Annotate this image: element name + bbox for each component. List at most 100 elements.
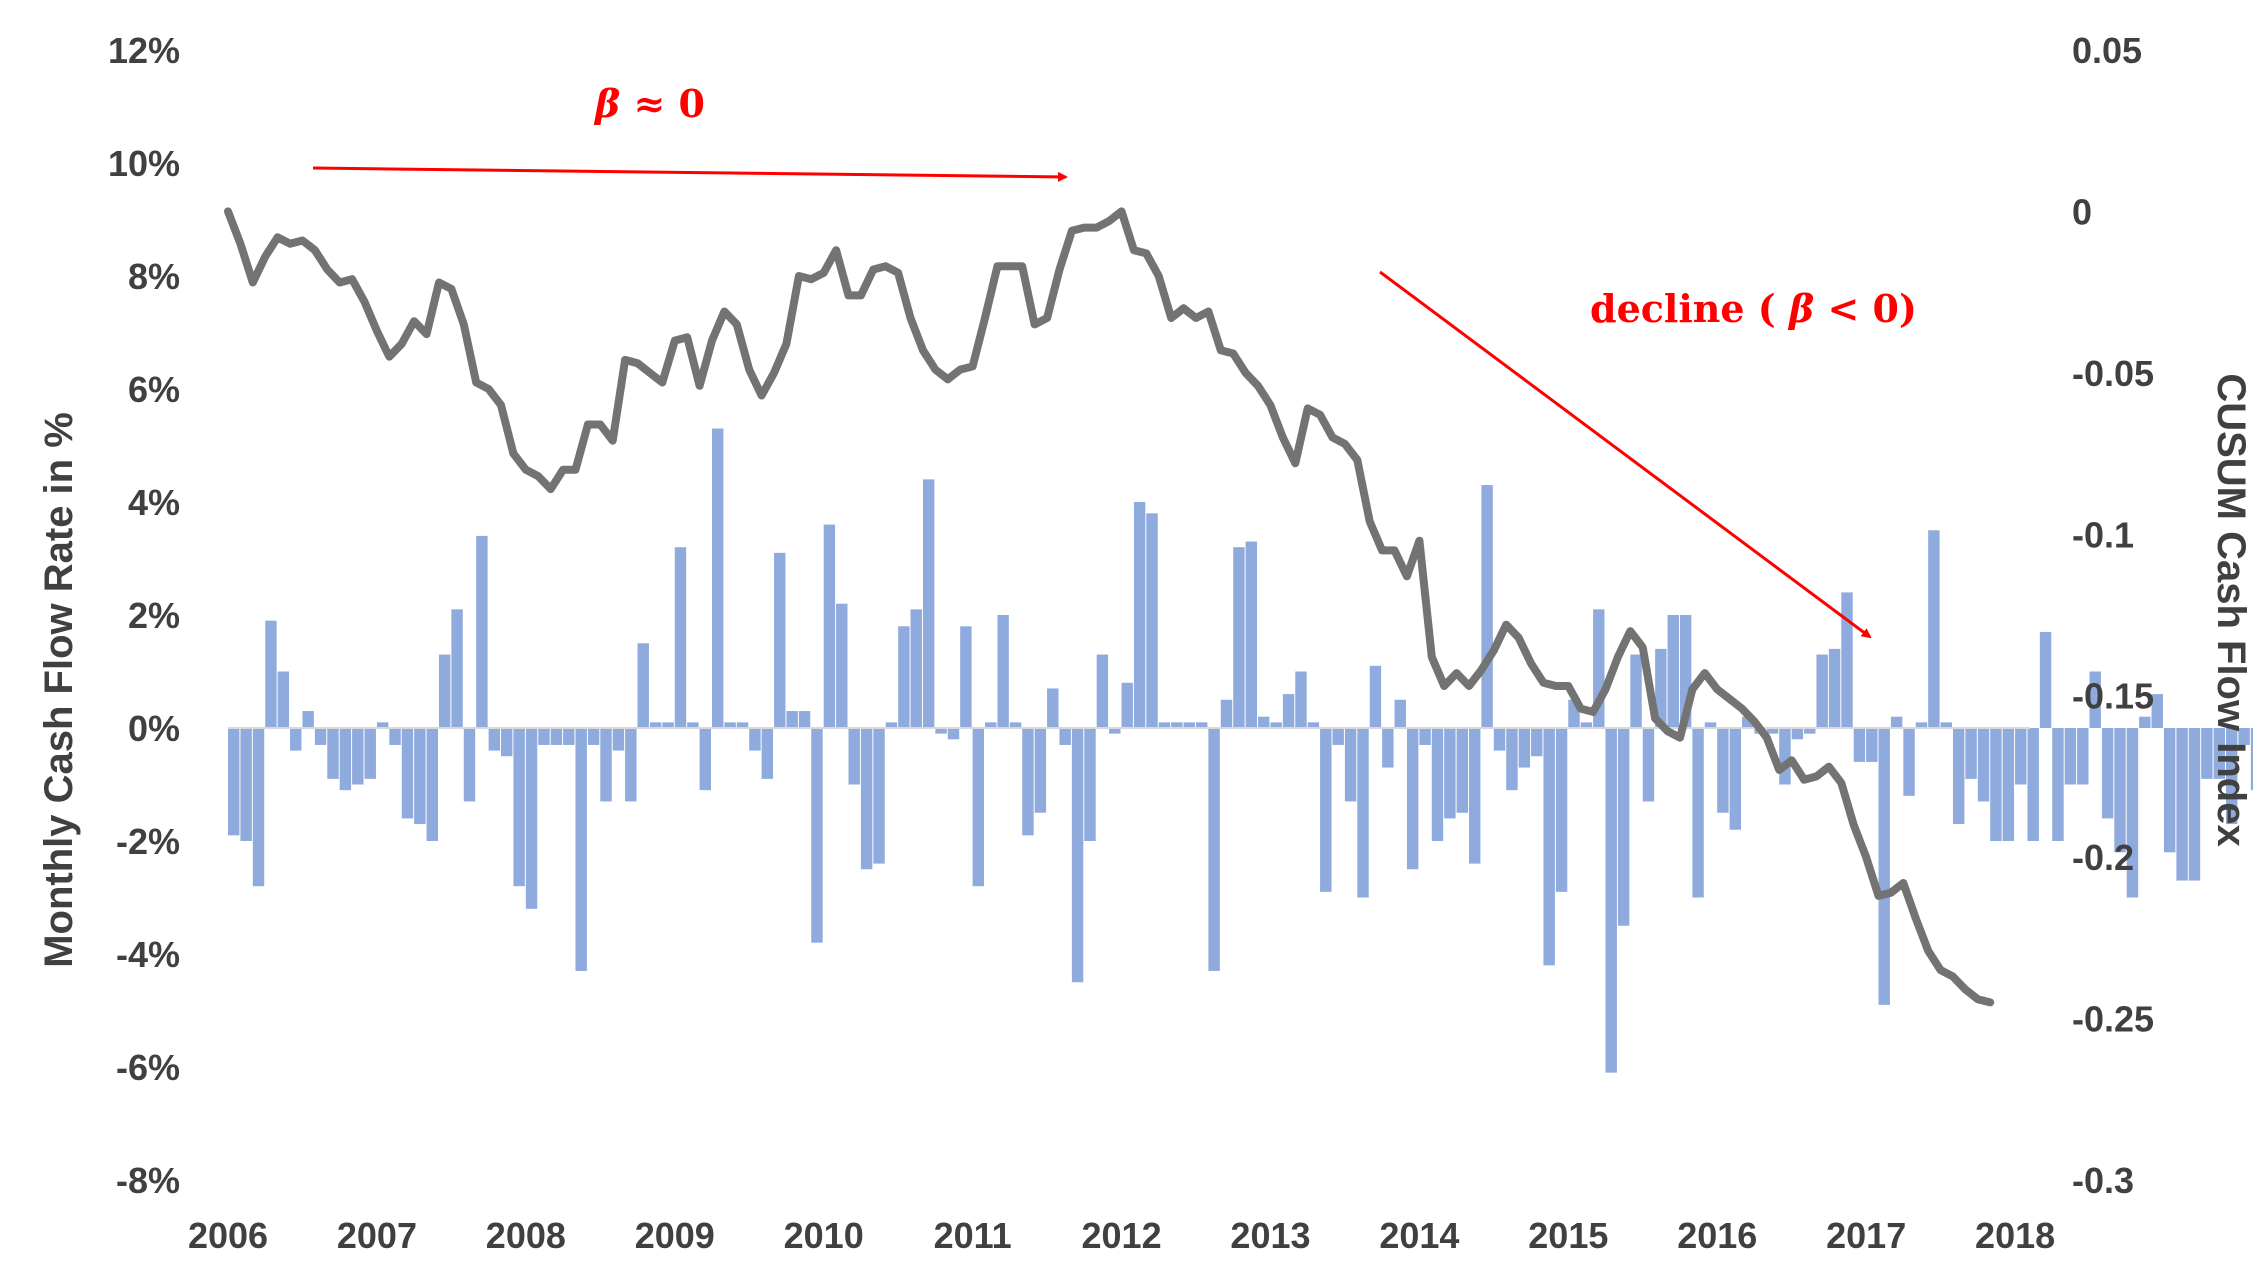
cash-flow-bar (2002, 728, 2015, 841)
right-tick-label: -0.15 (2072, 676, 2154, 717)
left-axis-title: Monthly Cash Flow Rate in % (37, 412, 81, 968)
cash-flow-bar (1270, 722, 1282, 728)
cash-flow-bar (848, 728, 860, 785)
cash-flow-bar (774, 552, 786, 728)
cash-flow-bar (252, 728, 265, 887)
cash-flow-bar (265, 620, 277, 728)
cash-flow-bar (2101, 728, 2114, 819)
cash-flow-bar (1853, 728, 1866, 762)
cash-flow-bar (736, 722, 749, 728)
right-tick-label: -0.2 (2072, 837, 2134, 878)
x-tick-label: 2013 (1230, 1215, 1310, 1256)
left-tick-label: 2% (128, 595, 180, 636)
left-tick-label: 12% (108, 30, 180, 71)
cash-flow-bar (1406, 728, 1419, 870)
left-tick-label: -6% (116, 1047, 180, 1088)
right-tick-label: -0.05 (2072, 353, 2154, 394)
cash-flow-bar (947, 728, 960, 740)
cash-flow-bar (1580, 722, 1593, 728)
cash-flow-bar (674, 547, 687, 728)
cash-flow-bar (910, 609, 922, 728)
flat-trend-annotation: β ≈ 0 (593, 81, 705, 126)
cash-flow-bar (426, 728, 438, 841)
cash-flow-bar (2126, 728, 2139, 898)
cash-flow-bar (2089, 671, 2101, 728)
cash-flow-bar (2077, 728, 2089, 785)
cash-flow-bar (1952, 728, 1965, 825)
cash-flow-bar (525, 728, 538, 909)
right-axis-ticks: -0.3 -0.25 -0.2 -0.15 -0.1 -0.05 0 0.05 (2072, 30, 2154, 1201)
cash-flow-bar (1915, 722, 1928, 728)
cash-flow-bar (1444, 728, 1456, 819)
cash-flow-bar (2201, 728, 2213, 779)
cash-flow-bar (2151, 694, 2163, 728)
cash-flow-bar (1344, 728, 1357, 802)
cash-flow-bar (1382, 728, 1394, 768)
cash-flow-bar (637, 643, 649, 728)
cash-flow-bar (451, 609, 463, 728)
cash-flow-bar (724, 722, 736, 728)
cash-flow-bar (885, 722, 898, 728)
cash-flow-bar (2163, 728, 2176, 853)
cash-flow-bar (1295, 671, 1307, 728)
cash-flow-bar (550, 728, 563, 745)
x-tick-label: 2014 (1379, 1215, 1459, 1256)
cash-flow-bar (972, 728, 985, 887)
cash-flow-bar (1456, 728, 1469, 813)
x-tick-label: 2017 (1826, 1215, 1906, 1256)
right-axis-title: CUSUM Cash Flow Index (2209, 373, 2253, 846)
cash-flow-bar (538, 728, 550, 745)
cash-flow-bar (1642, 728, 1655, 802)
x-tick-label: 2018 (1975, 1215, 2055, 1256)
cash-flow-bar (1195, 722, 1208, 728)
right-tick-label: -0.3 (2072, 1160, 2134, 1201)
decline-trend-annotation: decline ( β < 0) (1590, 286, 1917, 331)
cash-flow-bar (1009, 722, 1022, 728)
cash-flow-bar (1419, 728, 1431, 745)
cash-flow-bar (761, 728, 774, 779)
cash-flow-bar (1531, 728, 1543, 757)
cash-flow-bar (1282, 694, 1295, 728)
cash-flow-bar (277, 671, 290, 728)
cash-flow-bar (1146, 513, 1158, 728)
x-tick-label: 2011 (934, 1215, 1012, 1256)
right-tick-label: -0.25 (2072, 999, 2154, 1040)
cash-flow-bar (2114, 728, 2126, 853)
cash-flow-bar (798, 711, 811, 728)
cash-flow-bar (1617, 728, 1630, 926)
cash-flow-bar (1866, 728, 1878, 762)
cash-flow-bar (1034, 728, 1047, 813)
cash-flow-bar (1704, 722, 1717, 728)
cash-flow-bar (1493, 728, 1506, 751)
cash-flow-bar (2226, 728, 2238, 825)
left-tick-label: 0% (128, 708, 180, 749)
cash-flow-bar (687, 722, 699, 728)
cash-flow-bar (2039, 631, 2052, 728)
cash-flow-bar (1183, 722, 1195, 728)
cash-flow-bar (1059, 728, 1071, 745)
cash-flow-bar (1468, 728, 1481, 864)
cash-flow-bar (1071, 728, 1084, 983)
cash-flow-bar (1369, 665, 1382, 728)
x-tick-label: 2009 (635, 1215, 715, 1256)
cash-flow-bar (563, 728, 575, 745)
cash-flow-bar (1692, 728, 1704, 898)
cash-flow-bar (1990, 728, 2002, 841)
x-tick-label: 2008 (486, 1215, 566, 1256)
right-tick-label: 0.05 (2072, 30, 2142, 71)
cash-flow-bar (1841, 592, 1853, 728)
cash-flow-bar (513, 728, 525, 887)
cash-flow-bar (1245, 541, 1258, 728)
right-tick-label: 0 (2072, 191, 2092, 232)
cash-flow-bar (2064, 728, 2077, 785)
x-tick-label: 2015 (1528, 1215, 1608, 1256)
cash-flow-bar (1655, 648, 1667, 728)
cash-flow-bar (836, 603, 848, 728)
x-tick-label: 2012 (1082, 1215, 1162, 1256)
cash-flow-bar (2188, 728, 2201, 881)
cash-flow-bar (364, 728, 376, 779)
cash-flow-bar (501, 728, 513, 757)
cash-flow-bar (438, 654, 451, 728)
cash-flow-bar (1804, 728, 1816, 734)
